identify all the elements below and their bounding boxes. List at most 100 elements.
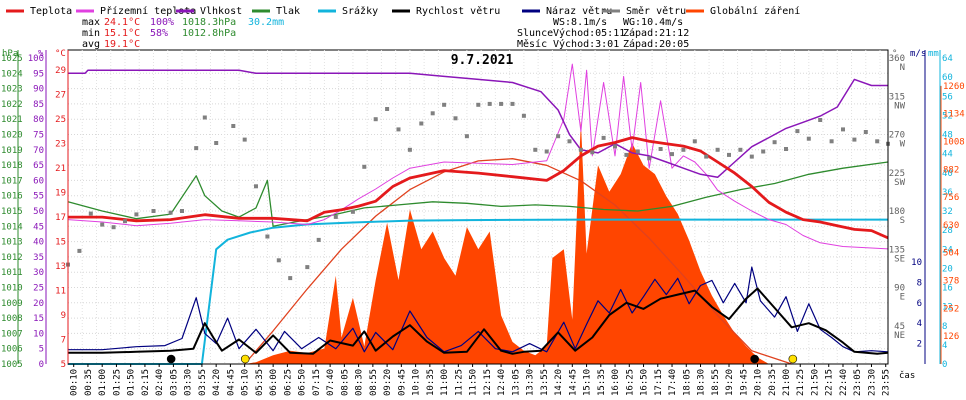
wind-direction-point bbox=[772, 140, 777, 145]
legend: Teplota Přízemní teplota Vlhkost Tlak Srážky… bbox=[6, 5, 800, 17]
wind-direction-point bbox=[567, 139, 572, 144]
wind-direction-point bbox=[510, 101, 515, 106]
radiation-tick-label: 252 bbox=[943, 304, 959, 314]
hpa-tick-label: 1020 bbox=[1, 131, 23, 141]
wind-direction-point bbox=[681, 147, 686, 152]
rain-tick-label: 20 bbox=[942, 264, 953, 274]
wind-direction-point bbox=[180, 209, 184, 213]
wind-direction-point bbox=[316, 237, 321, 242]
legend-label: Rychlost větru bbox=[416, 5, 500, 17]
wind-direction-point bbox=[100, 222, 105, 227]
sun-set-marker bbox=[788, 354, 798, 364]
celsius-tick-label: 27 bbox=[55, 91, 66, 101]
series-sr-ky-line bbox=[68, 218, 888, 365]
chart-title: 9.7.2021 bbox=[451, 53, 514, 68]
rain-tick-label: 24 bbox=[942, 245, 953, 255]
wind-direction-point bbox=[476, 102, 481, 107]
rain-tick-label: 4 bbox=[942, 341, 947, 351]
info-moon-label: Měsíc bbox=[517, 38, 547, 50]
wind-direction-point bbox=[464, 134, 469, 139]
stat-min-press: 1012.8hPa bbox=[182, 28, 236, 39]
wind-direction-point bbox=[396, 127, 401, 132]
direction-tick-label: 270 bbox=[889, 131, 905, 141]
wind-direction-point bbox=[385, 107, 390, 111]
info-sun-rise: Východ:05:11 bbox=[553, 27, 625, 39]
x-tick-label: 15:35 bbox=[597, 369, 607, 396]
celsius-tick-label: 23 bbox=[55, 140, 66, 150]
wind-direction-point bbox=[430, 111, 435, 116]
hpa-tick-label: 1018 bbox=[1, 161, 23, 171]
x-tick-label: 02:40 bbox=[155, 369, 165, 396]
hpa-tick-label: 1006 bbox=[1, 345, 23, 355]
x-tick-label: 03:30 bbox=[184, 369, 194, 396]
direction-tick-label: 90 bbox=[894, 284, 905, 294]
series-n-raz-v-tru-line bbox=[68, 266, 889, 353]
stat-min-label: min bbox=[82, 28, 100, 39]
celsius-tick-label: 25 bbox=[55, 115, 66, 125]
wind-direction-point bbox=[749, 154, 754, 159]
x-tick-label: 15:10 bbox=[583, 369, 593, 396]
wind-direction-point bbox=[863, 130, 868, 134]
x-tick-label: 11:50 bbox=[469, 369, 479, 396]
percent-tick-label: 65 bbox=[33, 161, 44, 171]
wind-direction-point bbox=[123, 219, 127, 224]
radiation-tick-label: 630 bbox=[943, 221, 959, 231]
x-tick-label: 16:50 bbox=[640, 369, 650, 396]
percent-tick-label: 60 bbox=[33, 176, 44, 186]
x-tick-label: 05:35 bbox=[255, 369, 265, 396]
series-teplota-line bbox=[68, 136, 889, 240]
x-tick-label: 01:25 bbox=[112, 369, 122, 396]
x-tick-label: 11:00 bbox=[440, 369, 450, 396]
info-moon-set: Západ:20:05 bbox=[623, 38, 689, 50]
wind-direction-point bbox=[795, 129, 800, 134]
x-tick-label: 16:25 bbox=[625, 369, 635, 396]
x-tick-label: 06:50 bbox=[298, 369, 308, 396]
wind-direction-point bbox=[806, 136, 811, 141]
x-tick-label: 01:00 bbox=[98, 369, 108, 396]
legend-label: Náraz větru bbox=[546, 5, 612, 17]
wind-axis-unit: m/s bbox=[910, 49, 926, 59]
direction-tick-dir: SW bbox=[894, 178, 905, 188]
direction-tick-label: 360 bbox=[889, 54, 905, 64]
x-tick-label: 21:50 bbox=[810, 369, 820, 396]
x-tick-label: 05:10 bbox=[241, 369, 251, 396]
stat-max-hum: 100% bbox=[150, 17, 174, 28]
hpa-tick-label: 1010 bbox=[1, 284, 23, 294]
hpa-tick-label: 1005 bbox=[1, 360, 23, 370]
wind-direction-point bbox=[254, 184, 258, 189]
wind-direction-point bbox=[578, 147, 583, 152]
wind-direction-point bbox=[134, 212, 139, 217]
celsius-tick-label: 29 bbox=[55, 66, 66, 76]
x-tick-label: 21:00 bbox=[782, 369, 792, 396]
direction-tick-dir: NW bbox=[894, 101, 905, 111]
percent-tick-label: 30 bbox=[33, 268, 44, 278]
radiation-tick-label: 756 bbox=[943, 193, 959, 203]
x-tick-label: 07:40 bbox=[326, 369, 336, 396]
direction-tick-label: 45 bbox=[894, 322, 905, 332]
radiation-area bbox=[68, 121, 888, 364]
stat-max-label: max bbox=[82, 17, 100, 28]
direction-tick-dir: S bbox=[900, 216, 905, 226]
wind-direction-point bbox=[715, 147, 720, 152]
wind-direction-point bbox=[852, 137, 857, 142]
wind-direction-point bbox=[111, 225, 116, 230]
direction-tick-dir: E bbox=[900, 293, 905, 303]
percent-tick-label: 90 bbox=[33, 85, 44, 95]
hpa-tick-label: 1016 bbox=[1, 192, 23, 202]
wind-direction-point bbox=[151, 209, 156, 213]
x-tick-label: 08:30 bbox=[355, 369, 365, 396]
x-tick-label: 00:35 bbox=[84, 369, 94, 396]
celsius-tick-label: 5 bbox=[61, 360, 66, 370]
celsius-axis-unit: °C bbox=[55, 49, 66, 59]
hpa-tick-label: 1008 bbox=[1, 314, 23, 324]
radiation-tick-label: 378 bbox=[943, 277, 959, 287]
legend-label: Směr větru bbox=[626, 5, 686, 17]
wind-direction-point bbox=[499, 101, 504, 106]
x-tick-label: 08:55 bbox=[369, 369, 379, 396]
x-tick-label: 10:35 bbox=[426, 369, 436, 396]
wind-direction-point bbox=[624, 152, 629, 157]
stat-max-press: 1018.3hPa bbox=[182, 17, 236, 28]
wind-direction-point bbox=[692, 139, 697, 144]
x-tick-label: 23:55 bbox=[882, 369, 892, 396]
